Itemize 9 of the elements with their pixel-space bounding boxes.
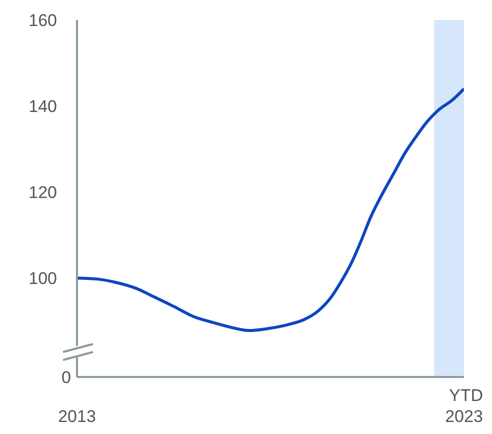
y-tick-label: 160 — [28, 11, 57, 30]
text: 0 — [60, 368, 71, 388]
y-tick-label: 140 — [28, 97, 57, 116]
x-tick-label: 2013 — [58, 407, 96, 426]
y-tick-label: 120 — [28, 183, 57, 202]
line-series — [77, 87, 464, 332]
y-tick-label: 100 — [28, 269, 57, 288]
x-tick-label: 2023 — [445, 407, 483, 426]
text: YTD — [448, 386, 484, 406]
